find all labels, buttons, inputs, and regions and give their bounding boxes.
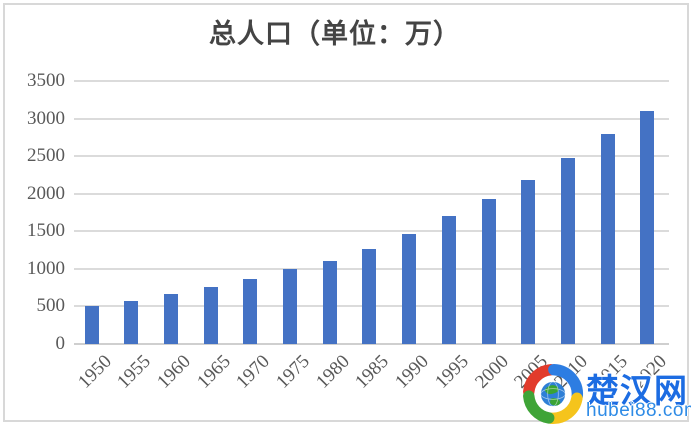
x-axis-tick-label: 1985 [351,351,394,393]
x-axis-tick-label: 1980 [311,351,354,393]
gridline [74,155,669,158]
swirl-globe-logo-icon [523,363,583,424]
watermark-site-name: 楚汉网 [586,372,688,409]
x-axis-tick-label: 1975 [272,351,314,393]
bar-1995 [441,216,456,344]
hubei88-watermark: 楚汉网 hubei88.com [516,360,691,428]
bar-1960 [163,294,178,344]
y-axis-tick-label: 3500 [27,70,65,91]
bar-2010 [560,157,575,344]
x-axis-tick-label: 1990 [391,351,433,393]
x-axis-tick-label: 1950 [73,351,116,393]
y-axis-tick-label: 1500 [27,220,65,242]
bar-2020 [640,111,655,344]
bar-1955 [124,301,139,344]
gridline [74,117,669,120]
x-axis-tick-label: 1960 [153,351,195,393]
chart-title: 总人口（单位：万） [209,19,461,49]
y-axis-tick-label: 3000 [27,107,65,129]
bar-1950 [84,306,99,344]
gridline [74,192,669,195]
bar-1985 [362,248,377,344]
y-axis-tick-label: 2000 [27,182,65,204]
x-axis-tick-label: 1970 [232,351,275,393]
y-axis-tick-label: 0 [55,333,66,354]
x-axis-tick-label: 1965 [192,351,235,393]
x-axis-tick-label: 1955 [113,351,156,393]
x-axis-tick-label: 1995 [430,351,473,393]
bar-2015 [600,134,615,344]
bar-1975 [283,268,297,344]
watermark-site-url: hubei88.com [586,400,691,421]
y-axis-tick-label: 2500 [27,145,65,167]
bar-1965 [203,286,218,344]
bar-2000 [481,198,496,344]
y-axis-tick-label: 1000 [27,257,65,279]
gridline [74,80,669,82]
bar-1990 [402,234,417,344]
bar-2005 [521,180,536,344]
x-axis-line [74,343,669,345]
x-axis-tick-label: 2000 [470,351,513,393]
bar-1980 [322,261,337,344]
y-axis-tick-label: 500 [36,295,66,317]
gridline [74,230,669,233]
bar-1970 [243,278,258,344]
